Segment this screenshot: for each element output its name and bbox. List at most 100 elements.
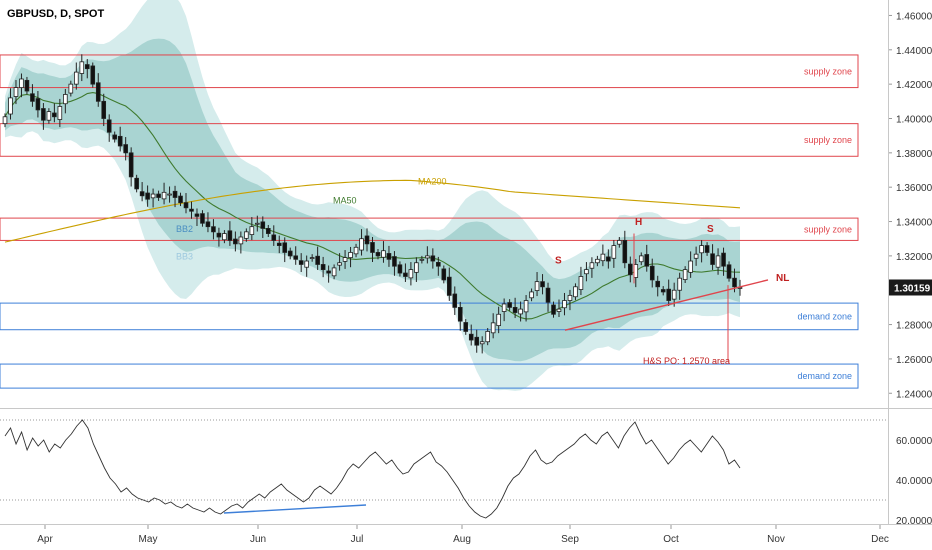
candle-body <box>304 260 309 268</box>
candle-body <box>244 231 249 239</box>
candle-body <box>189 208 194 212</box>
candle-body <box>161 191 167 200</box>
candle-body <box>331 267 337 277</box>
candle-body <box>46 111 52 121</box>
candle-body <box>595 258 600 264</box>
candle-body <box>617 240 622 245</box>
candle-body <box>419 258 425 261</box>
candle-body <box>249 226 255 235</box>
pattern-annotation-0: S <box>555 256 562 267</box>
candle-body <box>403 272 408 277</box>
candle-body <box>584 269 589 275</box>
candle-body <box>320 264 326 271</box>
candle-body <box>128 152 134 178</box>
candle-body <box>545 287 551 303</box>
candle-body <box>375 252 381 257</box>
candle-body <box>534 281 540 291</box>
zone-box-0 <box>0 54 859 89</box>
candle-body <box>35 98 41 111</box>
candle-body <box>30 93 35 102</box>
candle-body <box>540 281 545 288</box>
candle-body <box>167 193 172 196</box>
bb2-band <box>5 38 740 362</box>
candle-body <box>551 304 556 315</box>
candle-body <box>501 303 507 312</box>
candle-body <box>649 265 655 281</box>
candle-body <box>216 232 222 238</box>
candle-body <box>134 177 139 190</box>
candle-body <box>117 135 123 147</box>
candle-body <box>721 252 726 267</box>
candle-body <box>589 262 595 269</box>
candle-body <box>298 260 304 265</box>
candle-body <box>573 286 578 298</box>
zone-box-1 <box>0 123 859 157</box>
price-tick-label: 1.32000 <box>896 252 932 263</box>
candle-body <box>485 331 490 343</box>
month-label: Aug <box>453 534 471 545</box>
month-label: Sep <box>561 534 579 545</box>
candle-body <box>79 61 85 74</box>
osc-tick-label: 20.0000 <box>896 516 932 527</box>
candle-body <box>178 195 183 204</box>
candle-body <box>95 82 101 102</box>
candle-body <box>90 65 96 85</box>
candle-body <box>627 263 633 276</box>
osc-tick-label: 40.0000 <box>896 476 932 487</box>
candle-body <box>688 260 693 273</box>
price-tick-label: 1.24000 <box>896 389 932 400</box>
pattern-annotation-2: S <box>707 224 714 235</box>
candle-body <box>397 264 403 274</box>
candle-body <box>2 116 8 125</box>
pattern-annotation-4: H&S PO: 1.2570 area <box>643 356 730 366</box>
zone-box-4 <box>0 363 859 389</box>
candle-body <box>52 112 57 118</box>
candle-body <box>671 289 677 300</box>
candle-body <box>611 245 617 259</box>
candle-body <box>150 193 156 199</box>
zone-box-3 <box>0 302 859 331</box>
candle-body <box>567 294 573 301</box>
indicator-label-2: BB2 <box>176 224 193 234</box>
candle-body <box>145 192 150 200</box>
candle-body <box>315 255 320 265</box>
candle-body <box>63 94 68 105</box>
month-label: Jun <box>250 534 266 545</box>
candle-body <box>704 245 710 253</box>
indicator-label-1: MA50 <box>333 196 357 206</box>
month-label: Jul <box>351 534 364 545</box>
month-label: May <box>139 534 158 545</box>
candle-body <box>490 322 496 334</box>
candle-body <box>468 333 474 341</box>
candle-body <box>84 64 90 70</box>
candle-body <box>425 255 430 259</box>
candle-body <box>622 240 628 264</box>
candle-body <box>638 255 644 263</box>
candle-body <box>183 202 189 209</box>
candle-body <box>732 277 737 288</box>
candle-body <box>238 236 244 245</box>
candle-body <box>287 250 293 257</box>
candle-body <box>430 255 436 262</box>
candle-body <box>265 228 271 234</box>
candle-body <box>68 83 74 94</box>
candle-body <box>19 78 24 88</box>
candle-body <box>194 213 200 217</box>
candle-body <box>682 269 688 280</box>
candle-body <box>606 256 611 262</box>
candle-body <box>386 253 392 260</box>
pattern-annotation-1: H <box>635 217 642 228</box>
candle-body <box>479 341 485 345</box>
candle-body <box>392 256 397 267</box>
candle-body <box>496 313 501 326</box>
candle-body <box>507 302 512 308</box>
candle-body <box>414 262 419 273</box>
candle-body <box>600 253 606 262</box>
candle-body <box>699 245 704 254</box>
candle-body <box>271 234 277 241</box>
candle-body <box>156 193 161 198</box>
candle-body <box>474 336 480 346</box>
candle-body <box>436 262 441 267</box>
candle-body <box>523 300 529 313</box>
